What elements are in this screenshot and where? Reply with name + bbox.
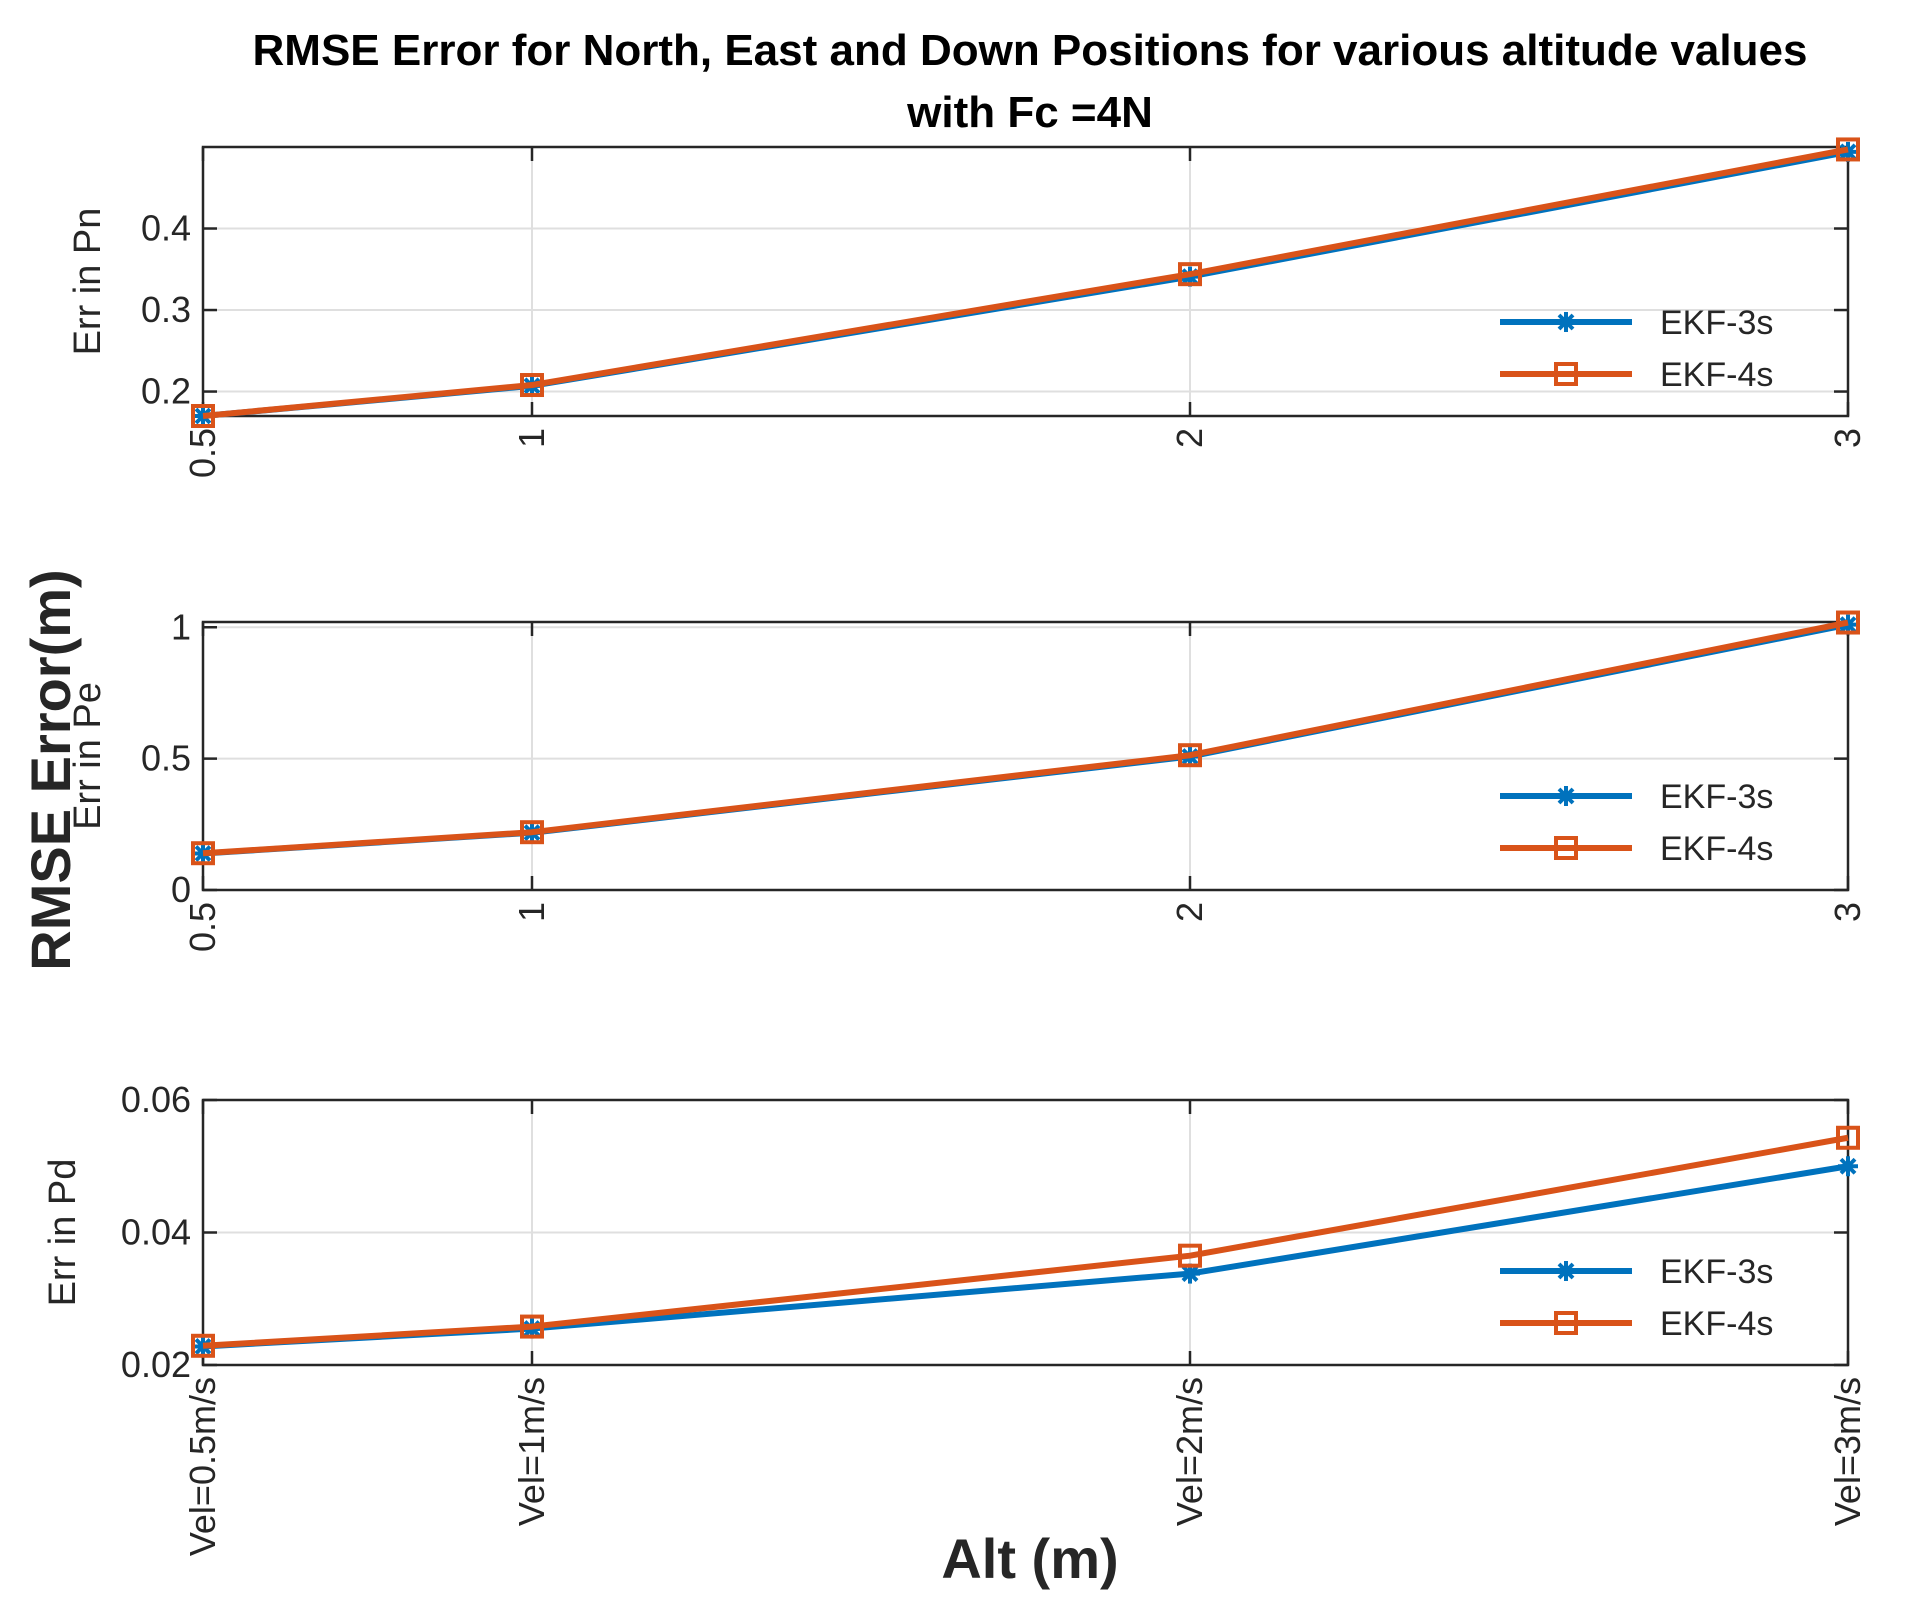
legend-label: EKF-3s [1660,778,1773,816]
x-tick-label: Vel=3m/s [1827,1377,1868,1526]
y-tick-label: 1 [171,606,191,647]
legend-marker [1556,1261,1576,1281]
x-tick-label: Vel=0.5m/s [182,1377,223,1556]
x-tick-label: 2 [1169,902,1210,922]
y-tick-label: 0.2 [141,371,191,412]
figure-y-label: RMSE Error(m) [19,569,82,970]
x-tick-label: 3 [1827,428,1868,448]
legend-marker [1556,312,1576,332]
legend-marker [1554,362,1578,386]
axes-box [201,145,1850,418]
figure-title-line2: with Fc =4N [906,88,1153,137]
y-tick-label: 0.3 [141,289,191,330]
legend-marker [1554,1311,1578,1335]
y-axis-label: Err in Pn [67,208,109,356]
legend: EKF-3s EKF-4s [1500,304,1773,394]
x-tick-label: 2 [1169,428,1210,448]
data-point [520,373,544,398]
data-point [1178,262,1202,287]
x-tick-label: Vel=1m/s [511,1377,552,1526]
axes-box [201,620,1850,892]
legend: EKF-3s EKF-4s [1500,778,1773,868]
figure-title-line1: RMSE Error for North, East and Down Posi… [253,26,1808,75]
data-point [520,820,544,845]
data-point [191,404,215,428]
legend-label: EKF-3s [1660,304,1773,342]
y-tick-label: 0.4 [141,208,191,249]
legend: EKF-3s EKF-4s [1500,1253,1773,1343]
data-point [1178,743,1202,768]
y-tick-label: 0.02 [121,1344,191,1385]
y-tick-label: 0 [171,869,191,910]
series-line-EKF-4s [202,146,1849,419]
y-axis-label: Err in Pe [67,682,109,830]
y-axis-label: Err in Pd [42,1159,84,1307]
legend-label: EKF-4s [1660,1305,1773,1343]
data-point [1836,137,1860,162]
figure-x-label: Alt (m) [941,1527,1118,1590]
x-tick-label: 0.5 [182,902,223,952]
y-tick-label: 0.5 [141,738,191,779]
legend-label: EKF-4s [1660,830,1773,868]
series-line-EKF-4s [202,1134,1849,1349]
x-tick-label: Vel=2m/s [1169,1377,1210,1526]
x-tick-label: 0.5 [182,428,223,478]
subplot-1: 0.2 0.3 0.4 0.5 1 2 3 Err in Pn EKF-3s EKF-4s [67,137,1868,478]
x-tick-label: 1 [511,902,552,922]
x-tick-label: 3 [1827,902,1868,922]
data-point [520,1314,544,1339]
data-point [191,841,215,866]
data-point [1838,1156,1858,1177]
data-point [1178,1243,1202,1268]
data-point [191,1333,215,1358]
legend-label: EKF-3s [1660,1253,1773,1291]
y-tick-label: 0.06 [121,1079,191,1120]
y-tick-label: 0.04 [121,1212,191,1253]
data-point [1836,1125,1860,1150]
legend-label: EKF-4s [1660,356,1773,394]
legend-marker [1556,786,1576,806]
subplot-3: 0.02 0.04 0.06 Vel=0.5m/s Vel=1m/s Vel=2m/s Ve… [42,1079,1868,1556]
data-point [1836,610,1860,635]
legend-marker [1554,836,1578,860]
x-tick-label: 1 [511,428,552,448]
series-line-EKF-4s [202,619,1849,857]
